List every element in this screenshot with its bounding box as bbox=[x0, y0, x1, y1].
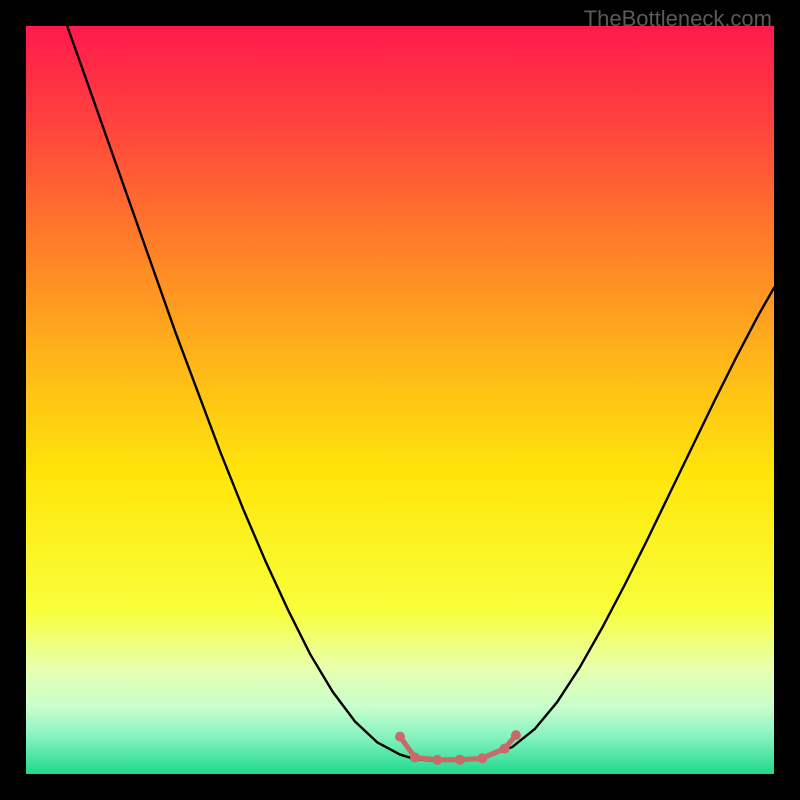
plot-area bbox=[26, 26, 774, 774]
chart-frame: TheBottleneck.com bbox=[0, 0, 800, 800]
chart-background bbox=[26, 26, 774, 774]
chart-svg bbox=[26, 26, 774, 774]
